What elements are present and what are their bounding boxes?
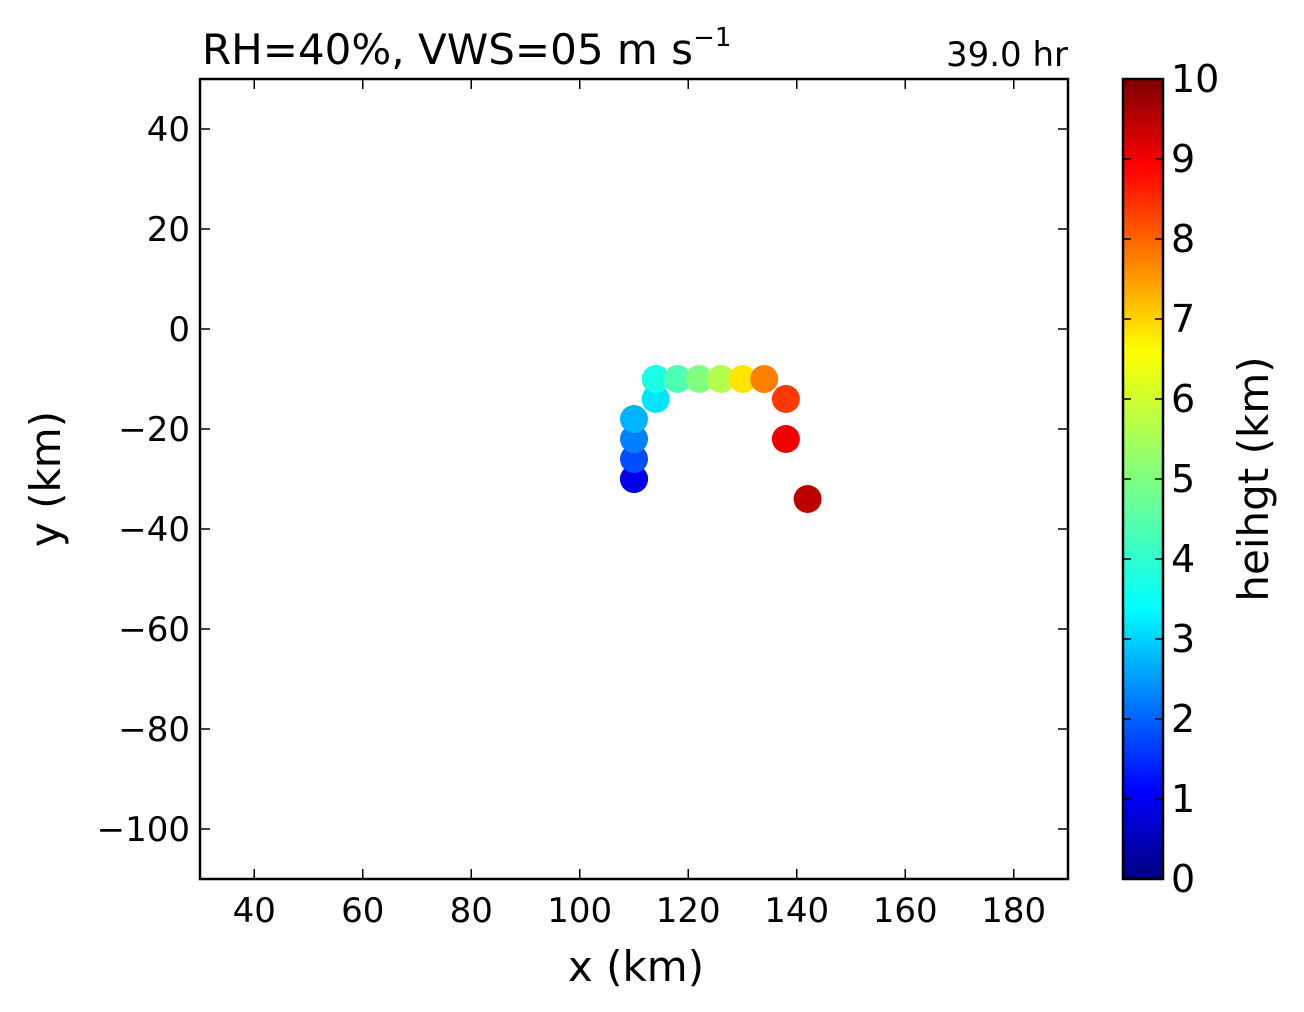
plot-frame <box>198 77 1070 881</box>
x-tick-label: 100 <box>547 891 612 931</box>
data-points <box>620 365 822 513</box>
colorbar-tick-label: 7 <box>1171 297 1195 341</box>
colorbar-tick-label: 0 <box>1171 857 1195 901</box>
y-tick-label: 40 <box>147 110 190 150</box>
x-tick-label: 40 <box>233 891 276 931</box>
data-point <box>793 485 822 513</box>
y-axis: −100 −80 −60 −40 −20 0 20 40 <box>97 110 1068 850</box>
colorbar-tick-label: 3 <box>1171 617 1195 661</box>
x-tick-label: 80 <box>450 891 493 931</box>
colorbar-tick-label: 8 <box>1171 217 1195 261</box>
x-axis: 40 60 80 100 120 140 160 180 <box>233 79 1046 931</box>
data-point <box>771 425 800 453</box>
colorbar-ticks: 0 1 2 3 4 5 6 7 8 9 10 <box>1123 57 1219 901</box>
x-tick-label: 140 <box>764 891 829 931</box>
y-tick-label: −60 <box>118 610 190 650</box>
y-tick-label: −100 <box>97 810 190 850</box>
data-point <box>620 425 648 453</box>
data-point <box>706 365 735 393</box>
data-point <box>771 385 800 413</box>
x-tick-label: 180 <box>981 891 1046 931</box>
data-point <box>750 365 779 393</box>
data-point <box>620 465 648 493</box>
colorbar-tick-label: 4 <box>1171 537 1195 581</box>
colorbar-tick-label: 1 <box>1171 777 1195 821</box>
data-point <box>685 365 714 393</box>
data-point <box>663 365 692 393</box>
y-tick-label: −80 <box>118 710 190 750</box>
colorbar-tick-label: 6 <box>1171 377 1195 421</box>
colorbar-tick-label: 9 <box>1171 137 1195 181</box>
y-tick-label: −20 <box>118 410 190 450</box>
y-axis-label: y (km) <box>21 411 70 547</box>
y-tick-label: −40 <box>118 510 190 550</box>
x-axis-label: x (km) <box>568 942 704 991</box>
chart-title: RH=40%, VWS=05 m s−1 <box>202 23 731 74</box>
y-tick-label: 0 <box>168 310 190 350</box>
x-tick-label: 160 <box>873 891 938 931</box>
data-point <box>641 365 670 393</box>
data-point <box>728 365 757 393</box>
x-tick-label: 60 <box>341 891 384 931</box>
data-point <box>620 445 648 473</box>
x-tick-label: 120 <box>656 891 721 931</box>
colorbar-tick-label: 2 <box>1171 697 1195 741</box>
colorbar-tick-label: 5 <box>1171 457 1195 501</box>
time-label: 39.0 hr <box>946 35 1068 75</box>
data-point <box>641 385 670 413</box>
colorbar-tick-label: 10 <box>1171 57 1219 101</box>
y-tick-label: 20 <box>147 210 190 250</box>
chart-title-superscript: −1 <box>693 23 731 53</box>
data-point <box>620 405 648 433</box>
colorbar-label: heihgt (km) <box>1229 356 1278 601</box>
